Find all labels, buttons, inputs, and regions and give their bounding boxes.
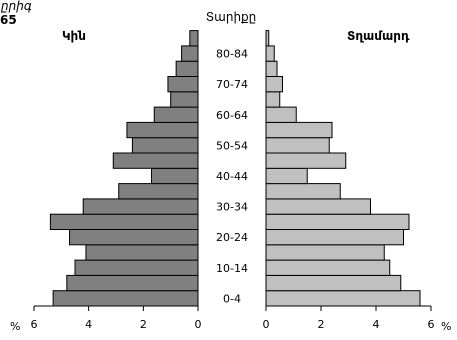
female-bar-10-14 (74, 259, 199, 276)
female-bar-40-44 (151, 167, 199, 185)
male-bar-75-79 (265, 60, 278, 78)
female-bars (49, 30, 199, 307)
top-partial-text: ըրիգ (0, 0, 32, 13)
age-label-20-24: 20-24 (216, 231, 248, 244)
female-bar-70-74 (167, 76, 199, 93)
female-bar-0-4 (52, 290, 199, 307)
male-bar-30-34 (265, 198, 371, 215)
female-bar-5-9 (66, 274, 199, 292)
male-bar-70-74 (265, 76, 283, 93)
age-label-40-44: 40-44 (216, 170, 248, 183)
male-bar-80-84 (265, 45, 275, 62)
female-bar-35-39 (118, 183, 199, 200)
female-x-ticks: 6 4 2 0 (31, 306, 202, 331)
age-labels: 80-84 70-74 60-64 50-54 40-44 30-34 20-24 10-14… (216, 48, 248, 306)
age-label-30-34: 30-34 (216, 201, 248, 214)
male-bar-60-64 (265, 106, 297, 123)
female-bar-85+ (189, 30, 199, 47)
male-bar-10-14 (265, 259, 391, 276)
age-label-50-54: 50-54 (216, 139, 248, 152)
partial-header: ըրիգ 65 (0, 0, 32, 27)
female-bar-25-29 (49, 213, 199, 230)
female-bar-55-59 (126, 121, 199, 139)
male-bar-55-59 (265, 121, 333, 139)
female-tick-label-6: 6 (31, 318, 38, 331)
age-axis-title: Տարիքը (206, 10, 257, 24)
male-bar-15-19 (265, 244, 385, 261)
female-bar-15-19 (85, 244, 199, 261)
male-bar-35-39 (265, 183, 341, 200)
male-bar-0-4 (265, 290, 421, 307)
age-label-10-14: 10-14 (216, 262, 248, 275)
top-partial-number: 65 (0, 13, 17, 27)
male-bar-85+ (265, 30, 270, 47)
age-label-70-74: 70-74 (216, 78, 248, 91)
male-tick-label-0: 0 (263, 318, 270, 331)
female-tick-label-2: 2 (140, 318, 147, 331)
male-bar-45-49 (265, 152, 347, 169)
male-tick-label-2: 2 (318, 318, 325, 331)
female-tick-label-0: 0 (195, 318, 202, 331)
unit-label-left: % (10, 320, 20, 333)
male-x-ticks: 0 2 4 6 (263, 306, 435, 331)
age-label-60-64: 60-64 (216, 109, 248, 122)
male-label: Տղամարդ (347, 29, 410, 43)
male-bar-50-54 (265, 137, 330, 154)
female-bar-50-54 (131, 137, 199, 154)
male-tick-label-4: 4 (373, 318, 380, 331)
unit-label-right: % (441, 320, 451, 333)
male-bars (265, 30, 421, 307)
female-bar-75-79 (175, 60, 199, 78)
male-bar-20-24 (265, 229, 404, 246)
female-bar-60-64 (153, 106, 199, 123)
female-bar-20-24 (69, 229, 199, 246)
male-bar-40-44 (265, 167, 308, 185)
female-bar-30-34 (82, 198, 199, 215)
male-bar-25-29 (265, 213, 410, 230)
male-bar-65-69 (265, 91, 281, 108)
age-label-0-4: 0-4 (223, 292, 241, 305)
age-label-80-84: 80-84 (216, 48, 248, 61)
female-bar-80-84 (181, 45, 199, 62)
male-tick-label-6: 6 (428, 318, 435, 331)
female-tick-label-4: 4 (85, 318, 92, 331)
female-bar-65-69 (170, 91, 199, 108)
female-label: Կին (62, 29, 86, 43)
female-bar-45-49 (112, 152, 199, 169)
male-bar-5-9 (265, 274, 402, 292)
